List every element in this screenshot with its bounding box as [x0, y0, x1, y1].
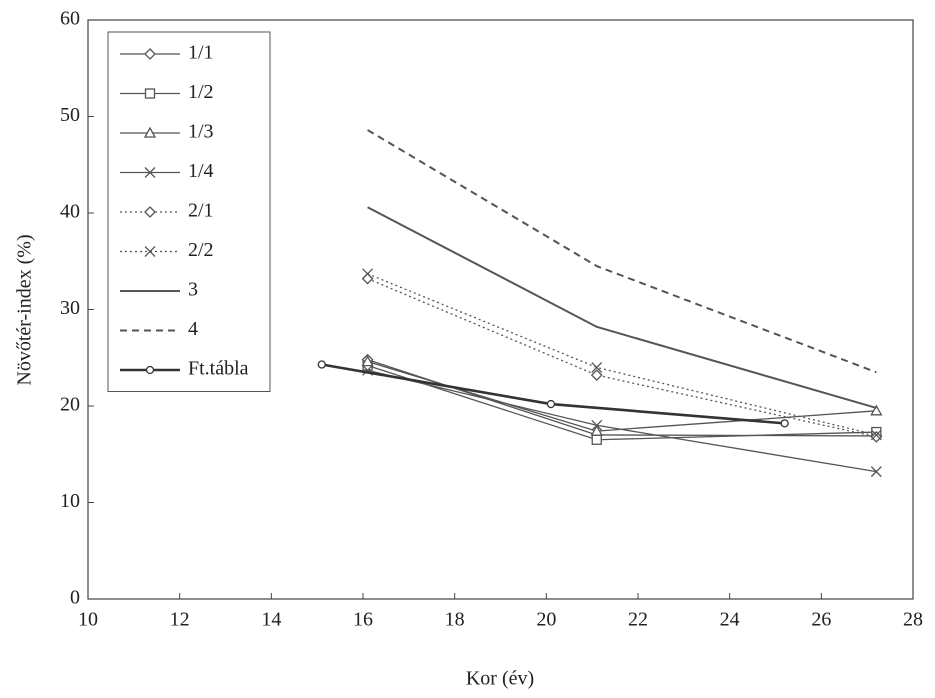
marker — [144, 246, 156, 257]
marker — [361, 355, 374, 367]
x-axis-label: Kor (év) — [466, 668, 534, 690]
x-tick-label: 24 — [720, 609, 740, 631]
marker — [591, 419, 603, 431]
x-tick-label: 20 — [536, 609, 556, 631]
marker — [591, 434, 602, 445]
marker — [361, 272, 374, 285]
legend-label: 3 — [188, 279, 198, 301]
legend-label: 1/1 — [188, 42, 214, 64]
y-tick-label: 0 — [70, 587, 80, 609]
marker — [362, 268, 374, 280]
marker — [144, 88, 156, 99]
y-axis-label: Növőtér-index (%) — [14, 234, 36, 385]
legend-label: 4 — [188, 318, 198, 340]
series-line — [367, 206, 877, 409]
x-tick-label: 18 — [445, 609, 465, 631]
marker — [780, 419, 789, 428]
y-tick-label: 20 — [60, 394, 80, 416]
marker — [145, 365, 155, 375]
series-line — [367, 278, 877, 438]
marker — [870, 430, 883, 443]
marker — [590, 424, 603, 436]
marker — [144, 206, 156, 218]
marker — [590, 369, 603, 382]
legend-label: 2/1 — [188, 200, 214, 222]
legend-label: 1/2 — [188, 81, 214, 103]
marker — [546, 399, 556, 409]
y-tick-label: 40 — [60, 201, 80, 223]
marker — [870, 404, 883, 416]
x-tick-label: 22 — [628, 609, 648, 631]
legend-label: 1/4 — [188, 160, 214, 182]
marker — [870, 466, 882, 478]
y-tick-label: 10 — [60, 490, 80, 512]
marker — [143, 126, 157, 138]
y-tick-label: 50 — [60, 104, 80, 126]
y-tick-label: 30 — [60, 297, 80, 319]
series-line — [367, 359, 877, 437]
marker — [144, 48, 156, 60]
x-tick-label: 14 — [261, 609, 281, 631]
x-tick-label: 16 — [353, 609, 373, 631]
x-tick-label: 26 — [811, 609, 831, 631]
marker — [591, 361, 603, 373]
legend-label: 2/2 — [188, 239, 214, 261]
marker — [144, 167, 156, 178]
legend-label: 1/3 — [188, 121, 214, 143]
marker — [870, 429, 882, 441]
marker — [317, 360, 326, 369]
x-tick-label: 28 — [903, 609, 923, 631]
x-tick-label: 12 — [170, 609, 190, 631]
y-tick-label: 60 — [60, 8, 80, 30]
legend-label: Ft.tábla — [188, 358, 249, 380]
series-line — [367, 129, 877, 374]
x-tick-label: 10 — [78, 609, 98, 631]
